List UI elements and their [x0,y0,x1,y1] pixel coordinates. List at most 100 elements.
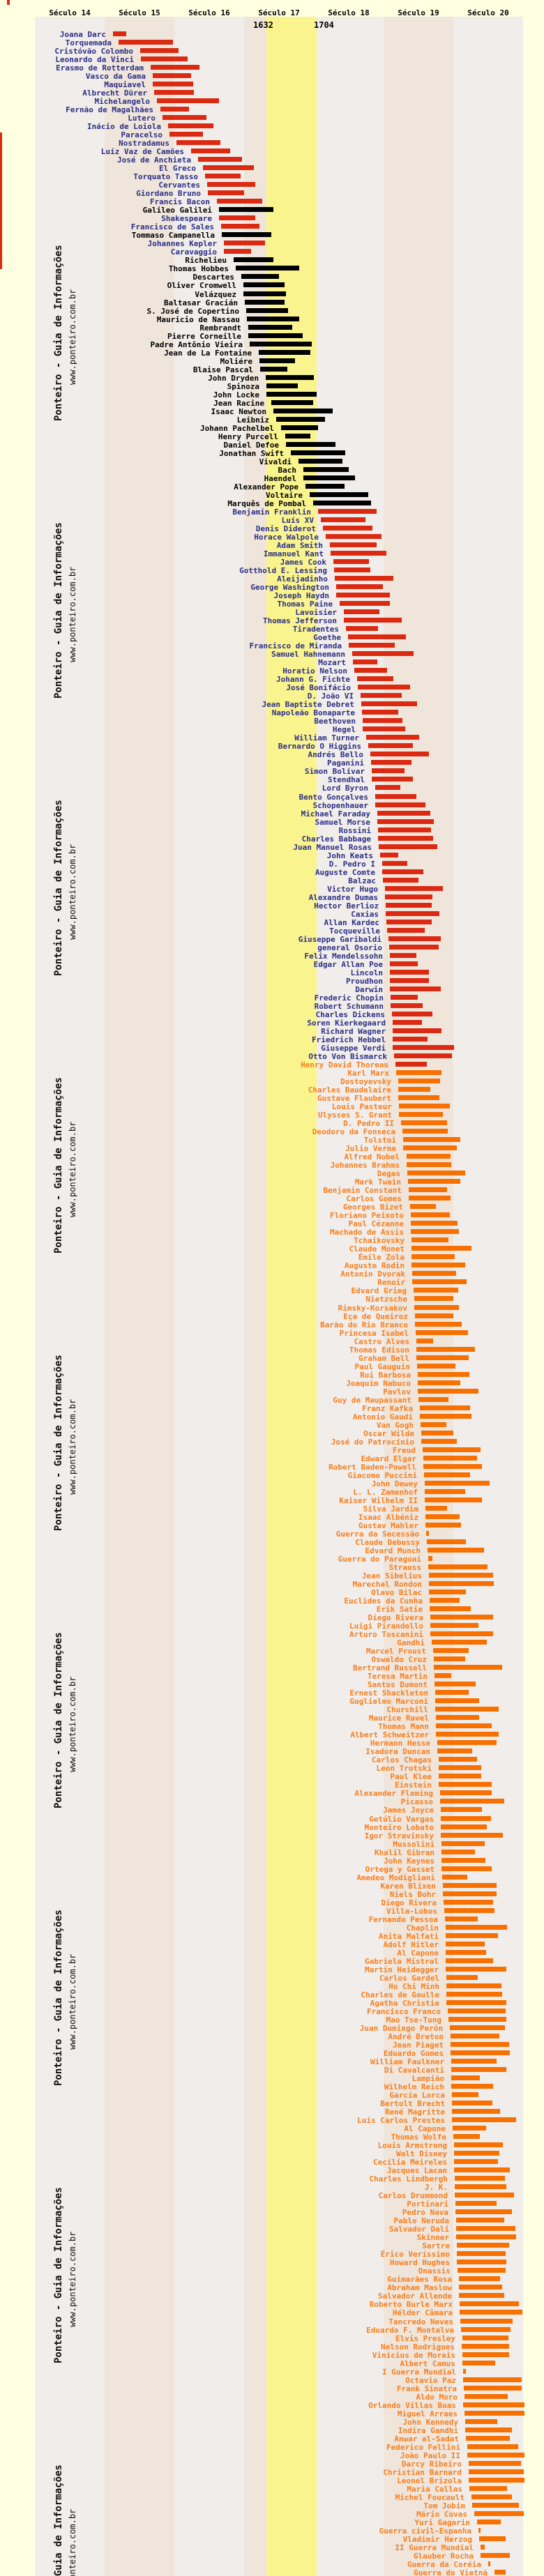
person-name[interactable]: Tommaso Campanella [131,231,215,240]
person-name[interactable]: Guy de Maupassant [333,1396,411,1405]
person-name[interactable]: Victor Hugo [327,885,378,894]
person-name[interactable]: Johannes Kepler [147,239,217,248]
person-name[interactable]: El Greco [159,164,196,173]
person-name[interactable]: Abraham Maslow [387,2283,452,2292]
person-name[interactable]: Pierre Corneille [167,332,241,341]
person-name[interactable]: D. João VI [307,692,354,701]
person-name[interactable]: Marquês de Pombal [227,499,306,508]
person-name[interactable]: André Breton [388,2032,444,2041]
person-name[interactable]: Cervantes [158,181,200,190]
person-name[interactable]: Mao Tse-Tung [386,2015,441,2025]
person-name[interactable]: D. Pedro I [328,860,375,869]
person-name[interactable]: Otto Von Bismarck [308,1052,387,1061]
person-name[interactable]: Henry David Thoreau [301,1060,388,1069]
person-name[interactable]: Gandhi [397,1638,425,1647]
person-name[interactable]: Ernest Shackleton [349,1689,428,1698]
person-name[interactable]: Thomas Paine [277,600,333,609]
person-name[interactable]: Descartes [192,273,234,282]
person-name[interactable]: Paganini [327,759,364,768]
person-name[interactable]: Degas [377,1169,400,1178]
person-name[interactable]: Thomas Jefferson [263,616,337,625]
person-name[interactable]: Immanuel Kant [263,549,324,558]
person-name[interactable]: Voltaire [266,491,303,500]
person-name[interactable]: Edvard Munch [365,1546,421,1555]
person-name[interactable]: Alexander Pope [234,482,299,491]
person-name[interactable]: Sartre [422,2241,450,2250]
person-name[interactable]: Albert Camus [400,2359,455,2368]
person-name[interactable]: Christian Barnard [383,2468,462,2477]
person-name[interactable]: Pavlov [383,1387,411,1396]
person-name[interactable]: João Paulo II [400,2451,460,2460]
person-name[interactable]: Arturo Toscanini [349,1630,423,1639]
person-name[interactable]: Renoir [377,1278,405,1287]
person-name[interactable]: John Keynes [384,1857,435,1866]
person-name[interactable]: Franz Kafka [362,1404,413,1413]
person-name[interactable]: Richard Wagner [321,1027,386,1036]
person-name[interactable]: Diego Rivera [381,1898,437,1907]
person-name[interactable]: Jean Piaget [393,2041,444,2050]
person-name[interactable]: D. Pedro II [343,1119,394,1128]
person-name[interactable]: Martin Heidegger [365,1965,439,1974]
person-name[interactable]: Thomas Mann [378,1722,429,1731]
person-name[interactable]: Rossini [338,826,371,835]
person-name[interactable]: Juan Domingo Perón [359,2024,443,2033]
person-name[interactable]: Portinari [407,2200,448,2209]
person-name[interactable]: Giuseppe Verdi [321,1044,386,1053]
person-name[interactable]: Anita Malfati [378,1932,439,1941]
person-name[interactable]: García Lorca [389,2091,445,2100]
person-name[interactable]: Paul Cézanne [348,1219,404,1228]
person-name[interactable]: Torquato Tasso [133,172,198,181]
person-name[interactable]: Gustav Mahler [358,1521,418,1530]
person-name[interactable]: Soren Kierkegaard [307,1019,386,1028]
person-name[interactable]: Tocqueville [329,927,380,936]
person-name[interactable]: Frank Sinatra [396,2384,457,2393]
person-name[interactable]: Haendel [264,474,296,483]
person-name[interactable]: Tancredo Neves [388,2317,453,2326]
person-name[interactable]: Claude Debussy [355,1538,420,1547]
person-name[interactable]: Moliére [220,357,252,366]
person-name[interactable]: Erasmo de Rotterdam [56,63,144,73]
person-name[interactable]: Guerra civil-Espanha [379,2527,471,2536]
person-name[interactable]: Cristóvão Colombo [54,47,133,56]
person-name[interactable]: Leonardo da Vinci [55,55,134,64]
person-name[interactable]: Picasso [400,1797,433,1806]
person-name[interactable]: Tchaikovsky [354,1236,405,1245]
person-name[interactable]: Edvard Grieg [351,1286,407,1295]
person-name[interactable]: Goethe [313,633,341,642]
person-name[interactable]: Auguste Comte [315,868,375,877]
person-name[interactable]: George Washington [250,583,329,592]
person-name[interactable]: Ho Chi Minh [388,1982,439,1991]
person-name[interactable]: Charles Lindbergh [369,2174,448,2183]
person-name[interactable]: James Cook [280,558,326,567]
person-name[interactable]: Michel Foucault [395,2493,464,2502]
person-name[interactable]: Strauss [388,1563,421,1572]
person-name[interactable]: Santos Dumont [367,1680,428,1689]
person-name[interactable]: Anwar al-Sadat [394,2434,459,2444]
person-name[interactable]: Bertrand Russell [353,1663,427,1672]
person-name[interactable]: Chaplin [406,1923,439,1933]
person-name[interactable]: Elvis Presley [395,2334,455,2343]
person-name[interactable]: Juan Manuel Rosas [293,843,372,852]
person-name[interactable]: Jacques Lacan [386,2166,447,2175]
person-name[interactable]: Blaise Pascal [192,365,253,374]
person-name[interactable]: Ulysses S. Grant [318,1111,392,1120]
person-name[interactable]: Orlando Villas Boas [368,2401,456,2410]
person-name[interactable]: Darcy Ribeiro [401,2460,462,2469]
person-name[interactable]: Lampião [411,2074,444,2083]
person-name[interactable]: Galileo Galilei [142,206,212,215]
person-name[interactable]: Thomas Wolfe [391,2133,446,2142]
person-name[interactable]: Aldo Moro [416,2393,458,2402]
person-name[interactable]: Hélder Câmara [392,2308,453,2317]
person-name[interactable]: Tolstoi [363,1136,396,1145]
person-name[interactable]: Diego Rivera [368,1613,423,1622]
person-name[interactable]: Leonel Brizola [397,2476,462,2485]
person-name[interactable]: Lavoisier [295,608,337,617]
person-name[interactable]: Albrecht Dürer [82,89,147,98]
person-name[interactable]: Charles Dickens [315,1010,385,1019]
person-name[interactable]: Adolf Hitler [383,1940,439,1949]
person-name[interactable]: Lutero [128,114,156,123]
person-name[interactable]: Ortega y Gasset [365,1865,435,1874]
person-name[interactable]: Antonin Dvorak [340,1270,405,1279]
person-name[interactable]: Jean Baptiste Debret [262,700,354,709]
person-name[interactable]: Shakespeare [161,214,212,223]
